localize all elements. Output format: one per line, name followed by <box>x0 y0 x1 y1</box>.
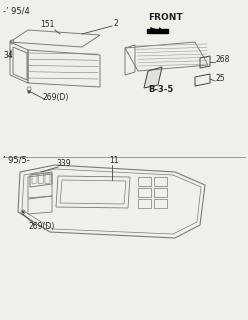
Text: 268: 268 <box>216 55 230 64</box>
Text: 11: 11 <box>109 156 119 165</box>
Text: B-3-5: B-3-5 <box>148 85 173 94</box>
Text: 34: 34 <box>3 51 13 60</box>
Circle shape <box>22 211 24 213</box>
Polygon shape <box>144 67 162 88</box>
Text: -’ 95/4: -’ 95/4 <box>3 6 30 15</box>
Text: 25: 25 <box>216 74 226 83</box>
Text: 151: 151 <box>40 20 54 29</box>
Polygon shape <box>147 29 168 33</box>
Text: FRONT: FRONT <box>148 13 183 22</box>
Circle shape <box>28 91 31 93</box>
Text: 2: 2 <box>113 19 118 28</box>
Text: 339: 339 <box>56 159 71 168</box>
Text: 269(D): 269(D) <box>28 222 54 231</box>
Text: ’ 95/5-: ’ 95/5- <box>3 155 30 164</box>
Text: 269(D): 269(D) <box>42 93 68 102</box>
